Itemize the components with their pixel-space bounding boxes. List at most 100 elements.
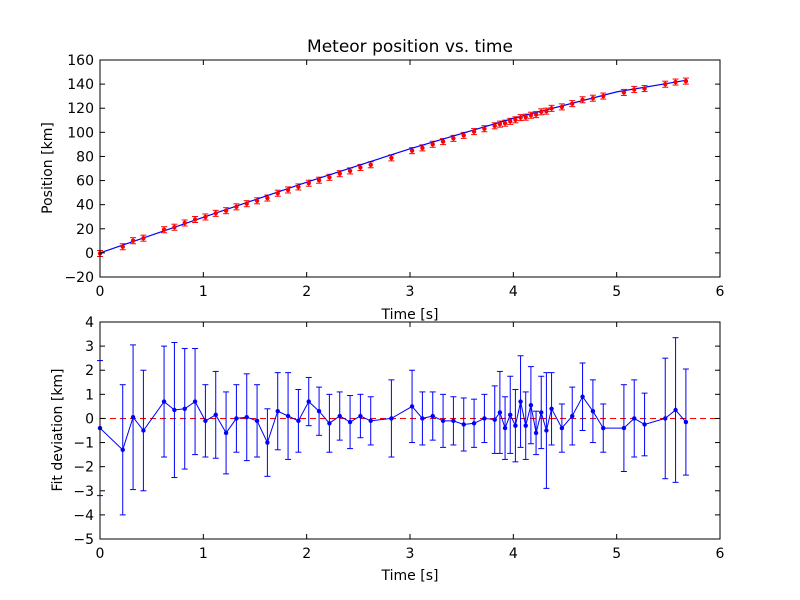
bottom-data-point (316, 409, 322, 414)
top-data-point (601, 93, 606, 99)
top-y-tick-label: −20 (64, 270, 94, 286)
top-data-point (182, 220, 187, 226)
bottom-data-point (533, 430, 539, 436)
top-data-point (539, 109, 544, 115)
top-y-tick-label: 120 (67, 101, 94, 117)
top-data-point (523, 114, 528, 120)
top-x-axis: 0 1 2 3 4 5 6 (96, 60, 725, 300)
bottom-data-point (502, 425, 508, 431)
top-data-point (471, 129, 477, 134)
top-data-point (327, 175, 332, 180)
bottom-data-point (580, 394, 585, 399)
bottom-data-point (601, 425, 606, 431)
bottom-data-point (141, 428, 146, 433)
bottom-data-point (161, 399, 167, 404)
bottom-data-point (683, 419, 689, 425)
top-x-tick-label: 3 (406, 284, 415, 300)
top-x-tick-label: 4 (509, 284, 518, 300)
bottom-data-point (130, 415, 136, 420)
top-data-point (172, 225, 177, 230)
top-y-tick-label: 140 (67, 77, 94, 93)
top-data-point (518, 115, 523, 120)
top-data-point (409, 148, 415, 153)
bottom-data-point (508, 412, 513, 418)
bottom-data-point (513, 423, 518, 428)
top-data-point (389, 155, 394, 161)
bottom-data-point (347, 419, 353, 425)
top-chart-marks (97, 77, 689, 258)
top-y-tick-label: 100 (67, 125, 94, 141)
bottom-data-point (172, 407, 177, 413)
bottom-y-tick-label: −1 (73, 436, 94, 452)
top-data-point (497, 121, 503, 127)
top-data-point (451, 136, 456, 141)
bottom-data-point (213, 412, 218, 418)
top-data-point (642, 86, 647, 91)
bottom-x-tick-label: 3 (406, 546, 415, 562)
bottom-data-point (549, 406, 554, 411)
top-data-point (347, 168, 353, 174)
bottom-plot-area (100, 322, 720, 539)
top-data-point (533, 112, 539, 117)
bottom-data-point (244, 415, 249, 420)
top-data-point (590, 96, 596, 101)
bottom-data-point (471, 421, 477, 426)
bottom-y-tick-label: −5 (73, 532, 94, 548)
top-data-point (580, 97, 585, 102)
top-y-tick-label: 160 (67, 53, 94, 69)
top-data-point (203, 214, 208, 220)
bottom-x-axis-label: Time [s] (381, 568, 439, 584)
top-y-tick-label: 80 (76, 149, 94, 165)
bottom-x-tick-label: 5 (612, 546, 621, 562)
bottom-y-axis: −5 −4 −3 −2 −1 0 1 2 3 4 (73, 315, 720, 548)
top-y-tick-label: 40 (76, 198, 94, 214)
top-data-point (513, 117, 518, 122)
top-data-point (306, 181, 311, 186)
bottom-data-point (528, 402, 534, 408)
bottom-data-point (440, 418, 446, 424)
bottom-y-tick-label: 3 (85, 339, 94, 355)
top-data-point (482, 126, 487, 131)
bottom-x-tick-label: 2 (302, 546, 311, 562)
bottom-data-point (559, 425, 565, 431)
top-data-point (234, 204, 239, 210)
top-data-point (528, 113, 534, 118)
bottom-data-point (254, 418, 260, 424)
bottom-data-point (621, 425, 627, 431)
bottom-data-point (492, 417, 497, 422)
bottom-y-tick-label: −2 (73, 460, 94, 476)
top-x-tick-label: 2 (302, 284, 311, 300)
bottom-data-point (192, 399, 198, 404)
bottom-y-tick-label: 2 (85, 363, 94, 379)
top-data-point (673, 79, 678, 85)
top-data-point (130, 238, 136, 243)
bottom-data-point (389, 416, 394, 421)
top-data-point (368, 162, 373, 167)
top-data-point (244, 201, 249, 206)
bottom-data-point (182, 406, 187, 411)
top-data-point (275, 191, 280, 196)
bottom-y-axis-label: Fit deviation [km] (50, 368, 66, 491)
top-data-point (285, 187, 291, 193)
top-data-point (440, 139, 446, 144)
bottom-y-tick-label: 0 (85, 411, 94, 427)
bottom-data-point (632, 416, 637, 421)
top-data-point (358, 165, 363, 170)
bottom-y-tick-label: 1 (85, 387, 94, 403)
bottom-x-tick-label: 1 (199, 546, 208, 562)
bottom-data-point (663, 416, 668, 421)
bottom-data-point (518, 399, 523, 404)
top-y-tick-label: 0 (85, 246, 94, 262)
bottom-data-point (544, 428, 549, 433)
bottom-data-point (296, 418, 301, 424)
top-data-point (502, 120, 508, 126)
top-data-point (461, 133, 466, 138)
bottom-y-tick-label: −4 (73, 508, 94, 524)
top-data-point (296, 184, 301, 190)
bottom-data-point (590, 409, 596, 414)
top-data-point (120, 244, 125, 249)
bottom-data-point (482, 416, 487, 421)
bottom-x-tick-label: 6 (716, 546, 725, 562)
top-data-point (430, 142, 435, 147)
